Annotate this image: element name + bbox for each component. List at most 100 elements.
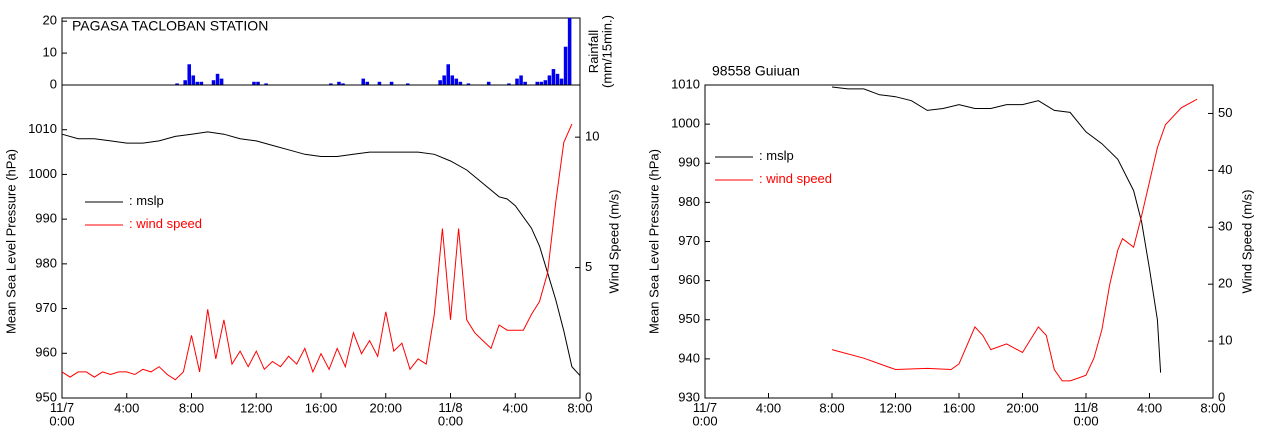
x-tick-label: 8:00 — [1200, 400, 1225, 415]
y2-tick-label: 10 — [1218, 333, 1232, 348]
x-tick-label: 8:00 — [179, 400, 204, 415]
y-tick-label: 1010 — [671, 76, 700, 91]
y-tick-label: 990 — [678, 155, 700, 170]
y2-axis-label: Wind Speed (m/s) — [1239, 189, 1254, 293]
data-line — [61, 123, 573, 381]
legend-name: mslp — [766, 148, 793, 163]
y-tick-label: 980 — [678, 194, 700, 209]
rain-bar — [361, 78, 366, 85]
y-tick-label: 0 — [50, 76, 57, 91]
y-tick-label: 950 — [678, 311, 700, 326]
legend-separator: : — [759, 148, 763, 163]
x-tick-label: 20:00 — [369, 400, 402, 415]
rain-bar — [466, 83, 471, 85]
y-tick-label: 990 — [35, 211, 57, 226]
y2-tick-label: 50 — [1218, 105, 1232, 120]
legend-separator: : — [759, 171, 763, 186]
legend-label: : wind speed — [759, 171, 832, 186]
x-tick-label: 11/7 0:00 — [49, 400, 74, 429]
legend-separator: : — [129, 193, 133, 208]
y-tick-label: 930 — [678, 389, 700, 404]
x-tick-label: 12:00 — [879, 400, 912, 415]
x-tick-label: 4:00 — [756, 400, 781, 415]
rain-bar — [551, 69, 556, 85]
rain-bar — [329, 83, 333, 85]
x-tick-label: 16:00 — [305, 400, 338, 415]
legend-name: mslp — [136, 193, 163, 208]
rain-bar — [442, 75, 446, 85]
y2-tick-label: 0 — [585, 389, 592, 404]
legend-label: : mslp — [759, 148, 794, 163]
y-tick-label: 960 — [678, 272, 700, 287]
rain-bar — [377, 81, 382, 85]
y-tick-label: 1000 — [28, 166, 57, 181]
rain-bar — [256, 81, 260, 85]
rain-bar — [365, 81, 370, 85]
x-tick-label: 8:00 — [819, 400, 844, 415]
rain-bar — [515, 78, 519, 85]
rain-bar — [446, 64, 450, 85]
x-tick-label: 11/7 0:00 — [692, 400, 717, 429]
rain-bar — [543, 80, 548, 85]
plot-frame — [61, 84, 581, 399]
x-tick-label: 11/8 0:00 — [1073, 400, 1098, 429]
y-tick-label: 970 — [35, 300, 57, 315]
x-tick-label: 16:00 — [943, 400, 976, 415]
data-line — [61, 131, 581, 376]
rain-bar — [405, 83, 410, 85]
y-tick-label: 20 — [43, 13, 57, 28]
rain-bar — [187, 64, 191, 85]
y-axis-label: Mean Sea Level Pressure (hPa) — [646, 149, 661, 334]
rain-bar — [567, 18, 572, 85]
data-line — [831, 98, 1198, 382]
legend-separator: : — [129, 216, 133, 231]
y-tick-label: 1010 — [28, 121, 57, 136]
rain-bar — [211, 80, 216, 85]
legend-label: : mslp — [129, 193, 164, 208]
rain-bar — [337, 81, 341, 85]
y2-tick-label: 30 — [1218, 219, 1232, 234]
rain-bar — [486, 81, 491, 85]
x-tick-label: 8:00 — [567, 400, 592, 415]
rain-bar — [555, 73, 560, 85]
y-axis-label: Mean Sea Level Pressure (hPa) — [3, 149, 18, 334]
rain-bar — [389, 81, 394, 85]
rain-bar — [454, 78, 459, 85]
rain-bar — [535, 81, 540, 85]
rain-bar — [215, 73, 220, 85]
y2-tick-label: 10 — [585, 129, 599, 144]
y2-axis-label: Wind Speed (m/s) — [606, 189, 621, 293]
legend-label: : wind speed — [129, 216, 202, 231]
y-tick-label: 10 — [43, 45, 57, 60]
rain-bar — [252, 81, 256, 85]
legend-name: wind speed — [135, 216, 202, 231]
rain-bar — [523, 81, 527, 85]
y2-tick-label: 40 — [1218, 162, 1232, 177]
y2-tick-label: 20 — [1218, 276, 1232, 291]
rain-bar — [195, 81, 200, 85]
rain-bar — [559, 78, 564, 85]
y2-tick-label: 0 — [1218, 389, 1225, 404]
x-tick-label: 20:00 — [1006, 400, 1039, 415]
rain-bar — [175, 83, 179, 85]
plot-frame — [704, 84, 1214, 399]
rain-bar — [183, 80, 187, 85]
chart-title: PAGASA TACLOBAN STATION — [72, 18, 268, 34]
rain-bar — [507, 83, 511, 85]
y-tick-label: 960 — [35, 345, 57, 360]
rain-bar — [458, 81, 463, 85]
y-tick-label: 940 — [678, 350, 700, 365]
y-tick-label: 950 — [35, 389, 57, 404]
chart-title: 98558 Guiuan — [712, 63, 800, 79]
rain-bar — [450, 75, 455, 85]
x-tick-label: 4:00 — [114, 400, 139, 415]
x-tick-label: 4:00 — [503, 400, 528, 415]
rain-bar — [199, 81, 204, 85]
rain-bar — [341, 83, 345, 85]
rain-bar — [191, 75, 196, 85]
rain-bar — [563, 46, 568, 85]
rain-bar — [547, 75, 552, 85]
x-tick-label: 12:00 — [240, 400, 273, 415]
y-tick-label: 980 — [35, 255, 57, 270]
